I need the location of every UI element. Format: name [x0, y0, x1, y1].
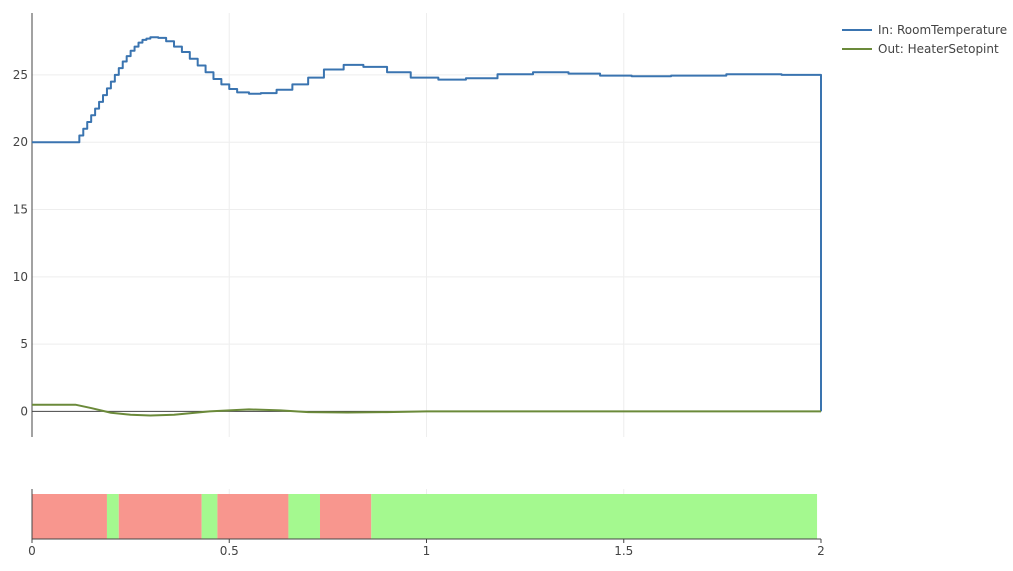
x-tick-label: 0.5 — [220, 544, 239, 558]
y-tick-label: 10 — [13, 270, 28, 284]
x-tick-label: 1.5 — [614, 544, 633, 558]
timeline-segment — [32, 494, 107, 539]
legend-item-room-temperature[interactable]: In: RoomTemperature — [842, 20, 1007, 39]
timeline-segment — [371, 494, 818, 539]
y-tick-label: 20 — [13, 135, 28, 149]
y-tick-label: 25 — [13, 68, 28, 82]
legend-swatch — [842, 47, 872, 50]
y-tick-label: 15 — [13, 203, 28, 217]
series-room-temperature — [32, 36, 822, 412]
timeline-segment — [201, 494, 218, 539]
y-tick-label: 0 — [20, 404, 28, 418]
timeline-segment — [106, 494, 119, 539]
legend-label: Out: HeaterSetopint — [878, 41, 999, 56]
x-tick-label: 2 — [817, 544, 825, 558]
legend-label: In: RoomTemperature — [878, 22, 1008, 37]
timeline-segment — [319, 494, 372, 539]
legend-swatch — [842, 28, 872, 31]
y-tick-label: 5 — [20, 337, 28, 351]
x-tick-label: 0 — [28, 544, 36, 558]
x-tick-label: 1 — [423, 544, 431, 558]
legend: In: RoomTemperature Out: HeaterSetopint — [842, 20, 1007, 58]
series-heater-setpoint — [32, 403, 821, 417]
timeline-segment — [288, 494, 320, 539]
timeline-segment — [118, 494, 202, 539]
legend-item-heater-setpoint[interactable]: Out: HeaterSetopint — [842, 39, 1007, 58]
timeline-segment — [217, 494, 289, 539]
